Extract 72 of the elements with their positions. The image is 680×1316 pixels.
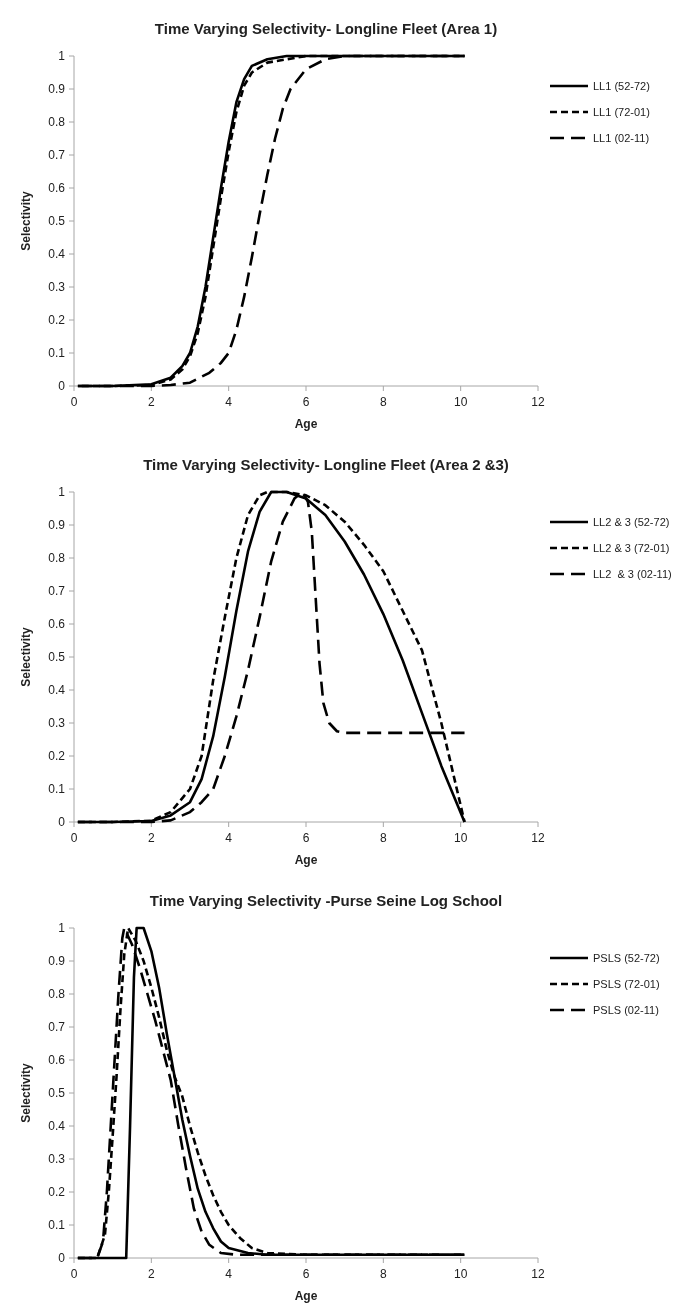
y-tick-label: 0.6	[48, 181, 66, 196]
x-tick-label: 10	[453, 831, 468, 845]
x-tick-label: 0	[70, 395, 78, 409]
y-tick-label: 0	[58, 1251, 66, 1266]
x-tick-label: 8	[379, 831, 387, 845]
x-tick-label: 2	[147, 831, 155, 845]
y-tick-label: 0	[58, 815, 66, 830]
y-tick-label: 0.9	[48, 954, 66, 969]
y-tick-label: 0.7	[48, 148, 66, 163]
x-tick-label: 4	[225, 395, 233, 409]
legend-label: LL1 (72-01)	[593, 105, 650, 118]
legend-label: LL2 & 3 (02-11)	[593, 567, 672, 580]
y-tick-label: 0.8	[48, 551, 66, 566]
y-tick-label: 1	[58, 921, 66, 936]
y-axis-title: Selectivity	[19, 626, 33, 687]
y-tick-label: 0.1	[48, 346, 66, 361]
x-tick-label: 6	[302, 1267, 310, 1281]
legend-label: LL2 & 3 (52-72)	[593, 515, 670, 528]
y-tick-label: 0.3	[48, 1152, 66, 1167]
legend-label: PSLS (52-72)	[593, 951, 660, 964]
x-axis-title: Age	[294, 417, 318, 431]
y-axis-title: Selectivity	[19, 190, 33, 251]
x-axis-title: Age	[294, 853, 318, 867]
x-tick-label: 0	[70, 1267, 78, 1281]
y-tick-label: 0.9	[48, 518, 66, 533]
y-tick-label: 0.1	[48, 782, 66, 797]
legend-label: LL2 & 3 (72-01)	[593, 541, 670, 554]
x-tick-label: 12	[531, 1267, 545, 1281]
y-tick-label: 0.1	[48, 1218, 66, 1233]
y-tick-label: 0.2	[48, 313, 66, 328]
chart-title: Time Varying Selectivity -Purse Seine Log School	[149, 892, 503, 909]
y-tick-label: 0	[58, 379, 66, 394]
y-tick-label: 0.4	[48, 1119, 66, 1134]
legend-label: LL1 (52-72)	[593, 79, 650, 92]
y-tick-label: 0.9	[48, 82, 66, 97]
legend-label: PSLS (72-01)	[593, 977, 660, 990]
x-tick-label: 12	[531, 395, 545, 409]
x-tick-label: 8	[379, 1267, 387, 1281]
y-tick-label: 0.5	[48, 1086, 66, 1101]
x-tick-label: 10	[453, 395, 468, 409]
x-tick-label: 0	[70, 831, 78, 845]
y-tick-label: 0.8	[48, 987, 66, 1002]
chart-title: Time Varying Selectivity- Longline Fleet (Area 2 &3)	[143, 456, 509, 473]
y-tick-label: 0.2	[48, 1185, 66, 1200]
y-tick-label: 0.4	[48, 247, 66, 262]
x-tick-label: 6	[302, 831, 310, 845]
legend-label: PSLS (02-11)	[593, 1003, 659, 1016]
y-tick-label: 0.7	[48, 1020, 66, 1035]
x-tick-label: 4	[225, 1267, 233, 1281]
x-tick-label: 2	[147, 395, 155, 409]
chart-title: Time Varying Selectivity- Longline Fleet (Area 1)	[154, 20, 498, 37]
y-tick-label: 0.8	[48, 115, 66, 130]
x-tick-label: 12	[531, 831, 545, 845]
legend-label: LL1 (02-11)	[593, 131, 650, 144]
y-tick-label: 0.4	[48, 683, 66, 698]
x-tick-label: 10	[453, 1267, 468, 1281]
y-tick-label: 0.7	[48, 584, 66, 599]
y-tick-label: 0.3	[48, 716, 66, 731]
y-tick-label: 0.5	[48, 650, 66, 665]
x-tick-label: 4	[225, 831, 233, 845]
y-tick-label: 0.3	[48, 280, 66, 295]
y-axis-title: Selectivity	[19, 1062, 33, 1123]
y-tick-label: 1	[58, 485, 66, 500]
x-tick-label: 6	[302, 395, 310, 409]
y-tick-label: 0.5	[48, 214, 66, 229]
y-tick-label: 0.6	[48, 617, 66, 632]
x-tick-label: 2	[147, 1267, 155, 1281]
y-tick-label: 0.2	[48, 749, 66, 764]
x-axis-title: Age	[294, 1289, 318, 1303]
x-tick-label: 8	[379, 395, 387, 409]
y-tick-label: 0.6	[48, 1053, 66, 1068]
y-tick-label: 1	[58, 49, 66, 64]
